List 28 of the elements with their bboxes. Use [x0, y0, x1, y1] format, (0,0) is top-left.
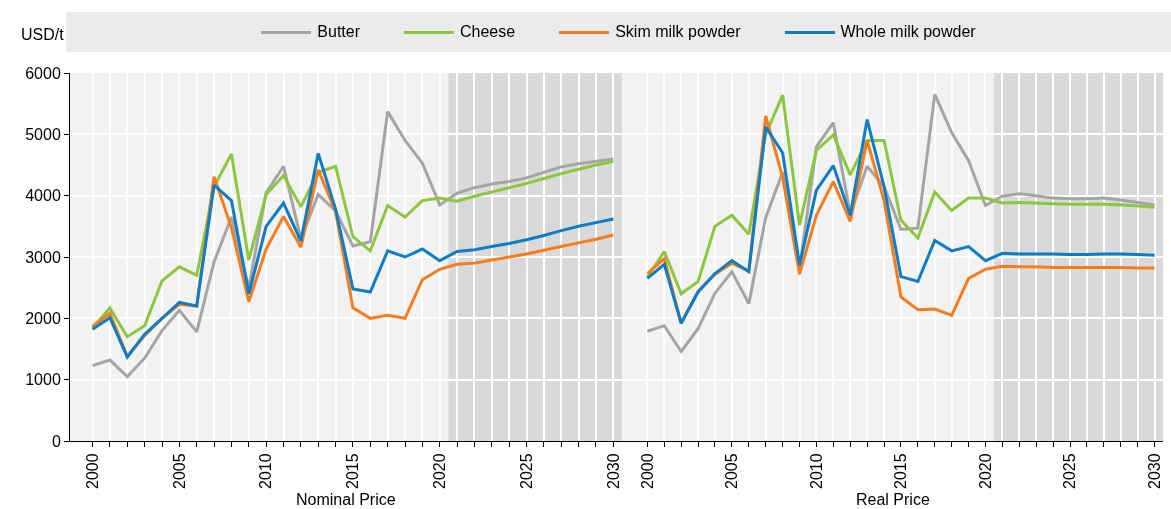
x-tick-label: 2025: [1061, 453, 1079, 489]
y-tick-label: 4000: [25, 187, 61, 205]
x-tick-label: 2010: [807, 453, 825, 489]
x-tick-label: 2025: [517, 453, 535, 489]
x-tick-label: 2030: [604, 453, 622, 489]
x-tick-label: 2005: [723, 453, 741, 489]
legend-label: Butter: [317, 23, 360, 41]
y-tick-label: 2000: [25, 309, 61, 327]
y-tick-label: 1000: [25, 371, 61, 389]
x-tick-label: 2020: [430, 453, 448, 489]
x-tick-label: 2000: [83, 453, 101, 489]
x-tick-label: 2015: [892, 453, 910, 489]
legend-label: Skim milk powder: [615, 23, 741, 41]
x-axis-title: Real Price: [856, 491, 930, 508]
x-tick-label: 2015: [344, 453, 362, 489]
legend-label: Cheese: [460, 23, 516, 41]
x-axis-title: Nominal Price: [296, 491, 396, 508]
x-tick-label: 2005: [170, 453, 188, 489]
x-tick-label: 2020: [976, 453, 994, 489]
x-tick-label: 2010: [257, 453, 275, 489]
y-tick-label: 3000: [25, 248, 61, 266]
y-axis-title: USD/t: [21, 26, 65, 43]
x-tick-label: 2000: [638, 453, 656, 489]
y-tick-label: 0: [51, 432, 61, 450]
y-tick-label: 6000: [25, 64, 61, 82]
legend-label: Whole milk powder: [840, 23, 976, 41]
x-tick-label: 2030: [1145, 453, 1163, 489]
y-tick-label: 5000: [25, 125, 61, 143]
